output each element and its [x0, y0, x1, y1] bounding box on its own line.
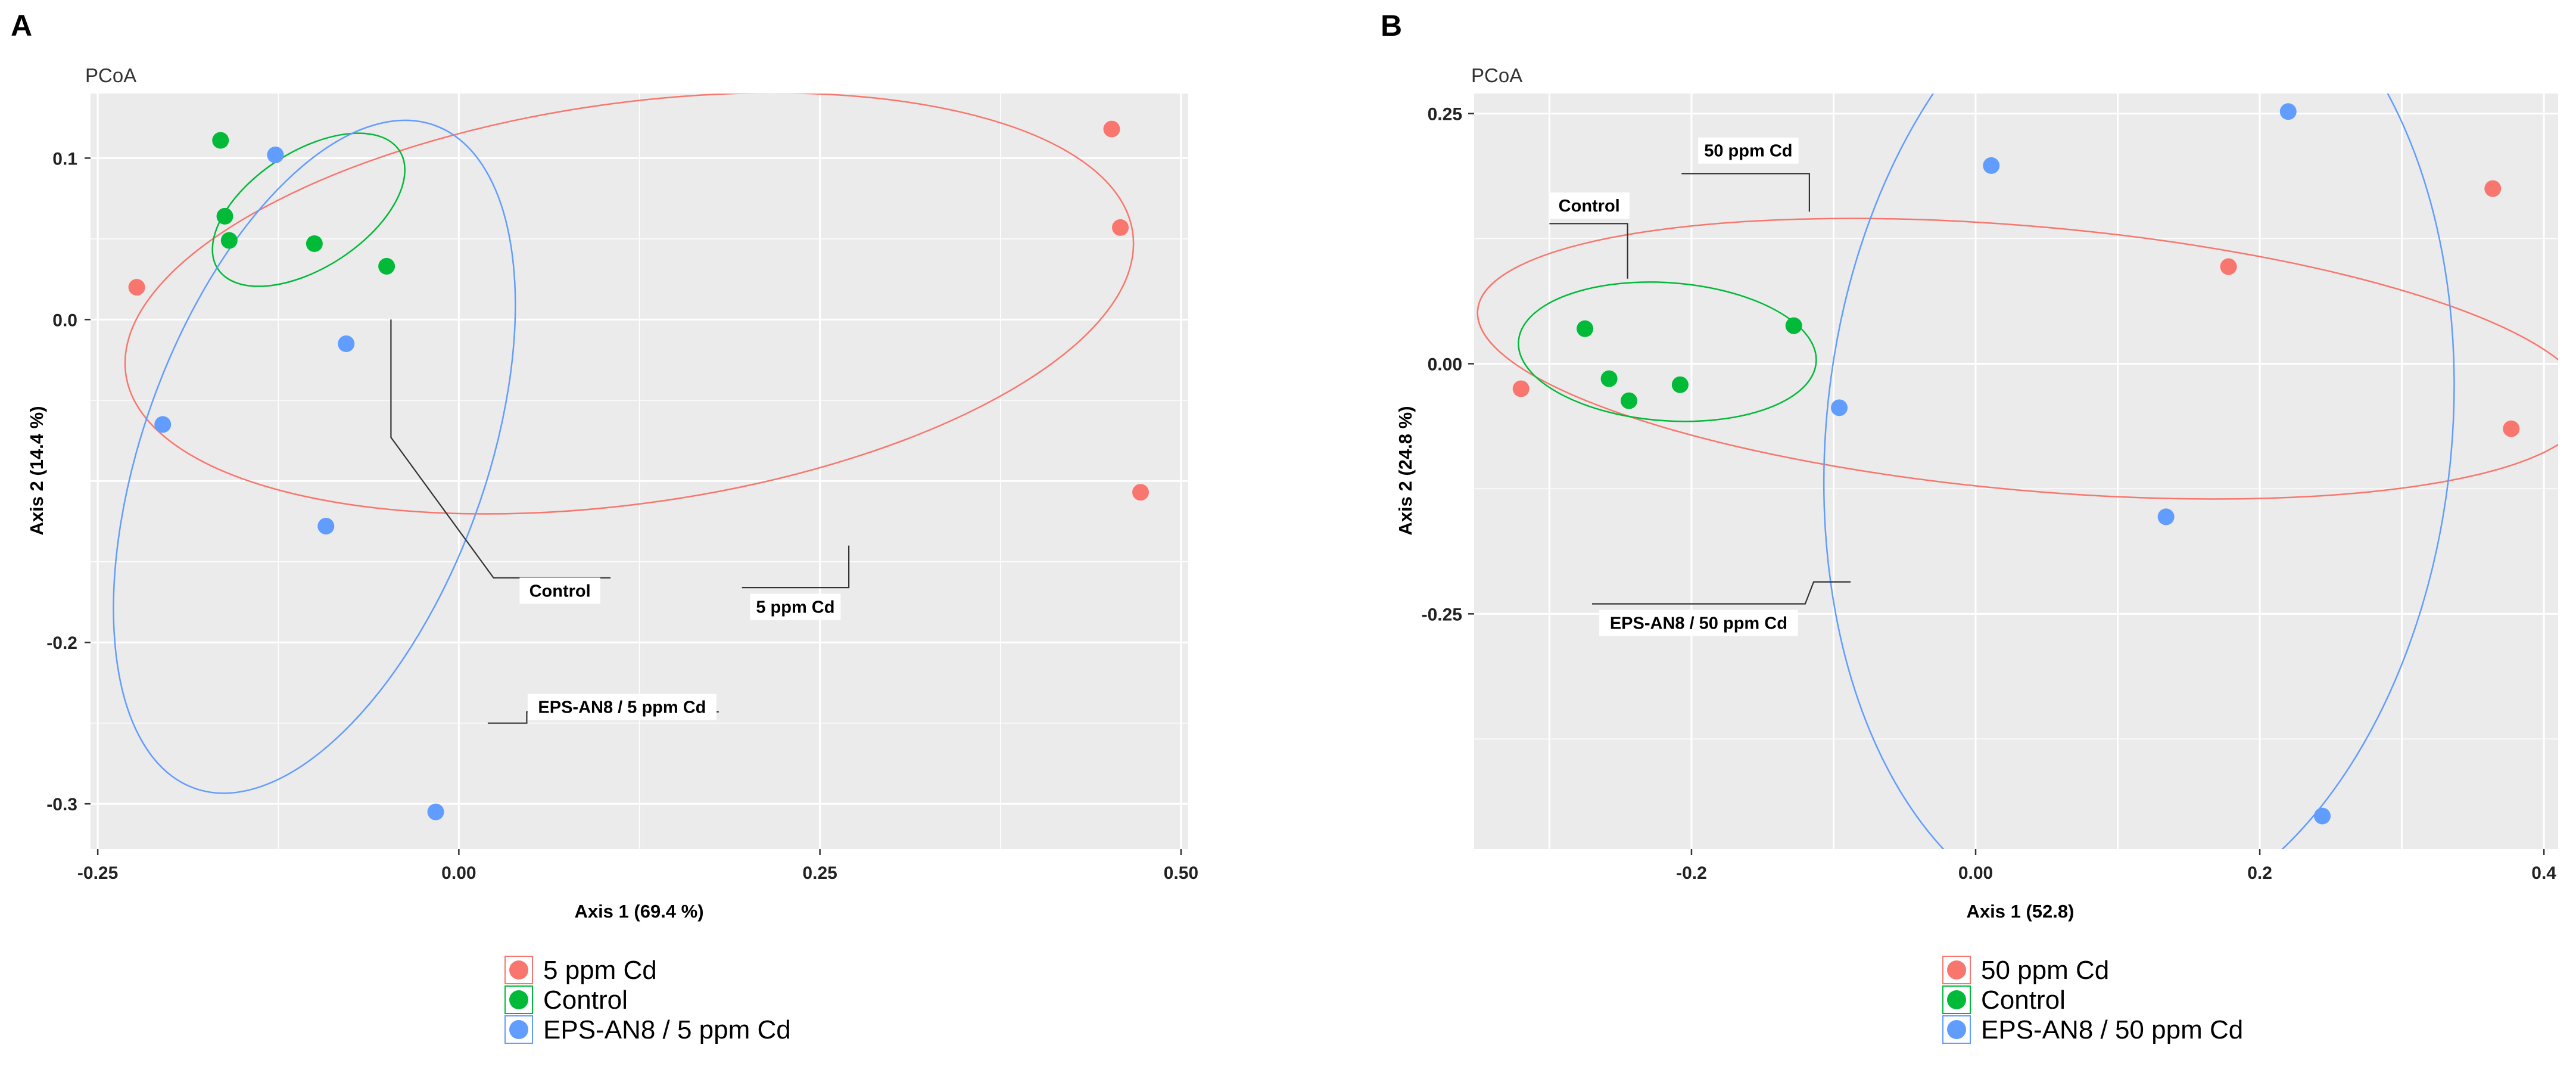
data-point — [1103, 120, 1120, 138]
x-tick-label: 0.2 — [2247, 863, 2272, 883]
legend-label: EPS-AN8 / 5 ppm Cd — [543, 1015, 791, 1044]
annotation-leader-line — [742, 545, 850, 589]
x-tick-label: 0.00 — [441, 863, 476, 883]
legend-key-dot — [509, 960, 528, 980]
data-point — [1671, 376, 1689, 393]
legend-label: Control — [543, 985, 628, 1015]
data-point — [216, 207, 233, 225]
data-point — [1983, 157, 2000, 174]
legend-key-dot — [509, 1020, 528, 1039]
grid — [91, 94, 1188, 849]
plot-subtitle: PCoA — [1471, 64, 1522, 86]
annotation-label: EPS-AN8 / 50 ppm Cd — [1610, 614, 1787, 633]
annotation-label-box — [519, 577, 600, 604]
data-point — [1112, 219, 1129, 236]
y-axis-title: Axis 2 (24.8 %) — [1395, 406, 1416, 535]
annotation-label-box — [527, 694, 717, 720]
data-point — [1132, 484, 1149, 501]
annotation-leader-line — [1681, 173, 1810, 212]
legend-key-dot — [509, 990, 528, 1009]
x-tick-label: -0.2 — [1676, 863, 1707, 883]
legend-label: 50 ppm Cd — [1981, 956, 2109, 985]
legend-label: Control — [1981, 985, 2066, 1015]
panel-letter: A — [11, 9, 32, 42]
legend-label: 5 ppm Cd — [543, 956, 657, 985]
x-tick-label: -0.25 — [77, 863, 118, 883]
data-point — [1577, 320, 1594, 337]
data-point — [2157, 508, 2175, 526]
x-axis-title: Axis 1 (69.4 %) — [574, 901, 703, 922]
ellipses — [1477, 94, 2558, 849]
annotation-label-box — [750, 593, 841, 620]
data-point — [267, 146, 284, 163]
y-tick-label: 0.0 — [52, 310, 77, 330]
x-tick-label: 0.00 — [1958, 863, 1993, 883]
data-point — [317, 518, 335, 535]
data-point — [154, 416, 172, 433]
data-point — [128, 279, 145, 296]
data-point — [427, 803, 444, 820]
y-tick-label: 0.25 — [1428, 105, 1462, 125]
y-axis-title: Axis 2 (14.4 %) — [26, 406, 47, 535]
data-point — [2220, 258, 2237, 275]
annotation-leader-line — [1592, 581, 1851, 605]
legend-label: EPS-AN8 / 50 ppm Cd — [1981, 1015, 2243, 1044]
annotation-label-box — [1698, 137, 1799, 164]
data-point — [1621, 392, 1637, 409]
confidence-ellipse — [113, 119, 516, 794]
annotation-label: 50 ppm Cd — [1704, 142, 1792, 161]
data-point — [1600, 370, 1618, 387]
data-point — [338, 335, 355, 352]
data-point — [220, 232, 238, 249]
confidence-ellipse — [1518, 281, 1817, 422]
data-point — [306, 235, 323, 252]
confidence-ellipse — [1477, 217, 2558, 500]
y-tick-label: -0.3 — [46, 795, 77, 814]
data-point — [378, 257, 395, 275]
x-tick-label: 0.4 — [2531, 863, 2556, 883]
confidence-ellipse — [1823, 94, 2455, 849]
y-tick-label: 0.1 — [52, 149, 77, 169]
data-point — [212, 132, 229, 149]
data-point — [2279, 103, 2297, 120]
x-axis-title: Axis 1 (52.8) — [1967, 901, 2074, 922]
confidence-ellipse — [124, 94, 1135, 515]
data-point — [2314, 807, 2331, 825]
annotation-label: EPS-AN8 / 5 ppm Cd — [538, 698, 706, 717]
plot-subtitle: PCoA — [85, 64, 136, 86]
annotation-label: 5 ppm Cd — [756, 598, 834, 617]
annotation-label-box — [1599, 610, 1798, 636]
annotation-label: Control — [1559, 197, 1620, 216]
legend-key-dot — [1947, 990, 1966, 1009]
annotation-label-box — [1549, 192, 1630, 219]
annotation-leader-line — [1549, 223, 1628, 279]
data-point — [2503, 420, 2520, 437]
panel-letter: B — [1381, 9, 1402, 42]
y-tick-label: -0.2 — [46, 633, 77, 653]
data-point — [2484, 180, 2502, 197]
y-tick-label: 0.00 — [1428, 355, 1462, 374]
grid — [1474, 94, 2558, 849]
x-tick-label: 0.25 — [802, 863, 837, 883]
x-tick-label: 0.50 — [1164, 863, 1198, 883]
data-point — [1785, 317, 1802, 334]
annotation-label: Control — [529, 582, 591, 601]
legend-key-dot — [1947, 1020, 1966, 1039]
data-point — [1512, 380, 1530, 397]
plot-background — [1474, 94, 2558, 849]
legend-key-dot — [1947, 960, 1966, 980]
y-tick-label: -0.25 — [1422, 605, 1462, 624]
data-point — [1831, 399, 1848, 416]
